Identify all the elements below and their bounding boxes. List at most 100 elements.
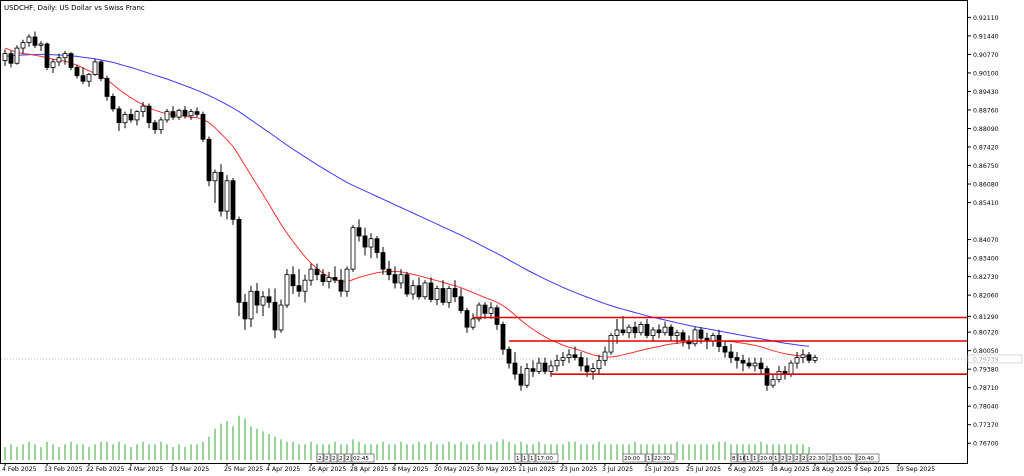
candle-up [596, 359, 602, 370]
y-tick-label: 0.91440 [973, 33, 999, 40]
candle-up [602, 351, 608, 361]
candle-up [398, 274, 404, 284]
candle-down [722, 346, 728, 353]
candle-down [194, 111, 200, 115]
candle-up [446, 288, 452, 303]
candle-up [488, 307, 494, 314]
candle-up [752, 362, 758, 367]
candle-down [740, 359, 746, 364]
event-tag-label: 2 [781, 456, 785, 462]
x-tick-label: 25 Jul 2025 [686, 466, 721, 473]
candle-down [440, 288, 446, 303]
current-price-label: 0.79739 [973, 356, 999, 363]
candle-up [536, 362, 542, 372]
candle-up [524, 368, 530, 386]
candle-up [86, 73, 92, 82]
candle-down [314, 268, 320, 276]
candle-down [482, 304, 488, 314]
x-tick-label: 13 Mar 2025 [170, 466, 209, 473]
candle-down [332, 277, 338, 281]
candle-down [644, 324, 650, 336]
x-tick-label: 28 Apr 2025 [350, 466, 388, 473]
candle-down [152, 122, 158, 130]
event-tag-label: 2 [318, 456, 322, 462]
candle-down [68, 53, 74, 68]
candle-down [698, 329, 704, 339]
event-tag-label: 1 [530, 456, 534, 462]
candle-down [374, 238, 380, 253]
candle-up [20, 42, 26, 49]
candle-down [728, 351, 734, 358]
candle-up [224, 180, 230, 212]
event-tag-label: 2 [332, 456, 336, 462]
candle-up [344, 268, 350, 292]
event-tag-label: 8 [732, 456, 736, 462]
price-axis: 0.92110 0.91440 0.90770 0.90100 0.89430 0.887… [967, 15, 1023, 448]
candle-down [572, 354, 578, 358]
candle-down [620, 329, 626, 334]
candle-up [812, 357, 818, 361]
y-tick-label: 0.78710 [973, 385, 999, 392]
candle-down [656, 329, 662, 334]
x-tick-label: 25 Mar 2025 [224, 466, 263, 473]
candle-up [2, 53, 8, 61]
event-tag-label: 2 [788, 456, 792, 462]
event-tag-label: 2 [339, 456, 343, 462]
event-tag-label: 2 [795, 456, 799, 462]
event-tag-label: 1 [523, 456, 527, 462]
event-tag-label: 1 [516, 456, 520, 462]
candle-down [746, 362, 752, 367]
event-tag-box [344, 453, 352, 463]
event-tag-box [535, 453, 559, 463]
candle-up [470, 318, 476, 328]
candle-up [638, 324, 644, 334]
candle-down [734, 357, 740, 361]
candle-down [764, 368, 770, 386]
event-tag-box [800, 453, 808, 463]
candle-up [134, 111, 140, 121]
candle-down [218, 172, 224, 212]
event-tag-label: 2 [346, 456, 350, 462]
candle-down [80, 75, 86, 82]
event-tag-box [833, 453, 857, 463]
candle-up [14, 47, 20, 64]
candle-down [380, 252, 386, 270]
event-tag-box [645, 453, 653, 463]
y-tick-label: 0.88090 [973, 126, 999, 133]
candle-up [302, 279, 308, 292]
event-tag-box [793, 453, 801, 463]
candle-up [800, 354, 806, 358]
y-tick-label: 0.87420 [973, 144, 999, 151]
event-tag-label: 2 [802, 456, 806, 462]
event-tag-box [521, 453, 529, 463]
candle-up [410, 285, 416, 295]
event-tag-label: 1 [753, 456, 757, 462]
x-tick-label: 8 May 2025 [392, 466, 428, 473]
event-tag-box [652, 453, 676, 463]
x-tick-label: 9 Sep 2025 [854, 466, 889, 473]
candle-down [128, 113, 134, 121]
plot-area [1, 31, 967, 460]
candle-up [92, 61, 98, 75]
x-tick-label: 11 Jun 2025 [518, 466, 555, 473]
candle-up [560, 357, 566, 361]
candle-up [350, 227, 356, 270]
candle-up [434, 288, 440, 300]
time-axis: 4 Feb 2025 13 Feb 2025 22 Feb 2025 4 Mar 20… [2, 463, 935, 473]
event-tags: 2 2 2 2 2 02:45 1 1 1 17:00 20:00 1 22:30 8 16 1 1 20:001… [316, 453, 880, 463]
candle-up [614, 329, 620, 336]
candle-down [74, 67, 80, 77]
candle-up [188, 111, 194, 117]
event-tag-label: 17:00 [537, 456, 553, 462]
candle-down [296, 285, 302, 292]
event-tag-box [737, 453, 745, 463]
y-tick-label: 0.84070 [973, 237, 999, 244]
candle-up [662, 326, 668, 334]
candle-up [122, 113, 128, 124]
candle-up [158, 119, 164, 130]
candle-up [62, 53, 68, 59]
event-tag-box [751, 453, 759, 463]
x-tick-label: 18 Aug 2025 [770, 466, 810, 473]
